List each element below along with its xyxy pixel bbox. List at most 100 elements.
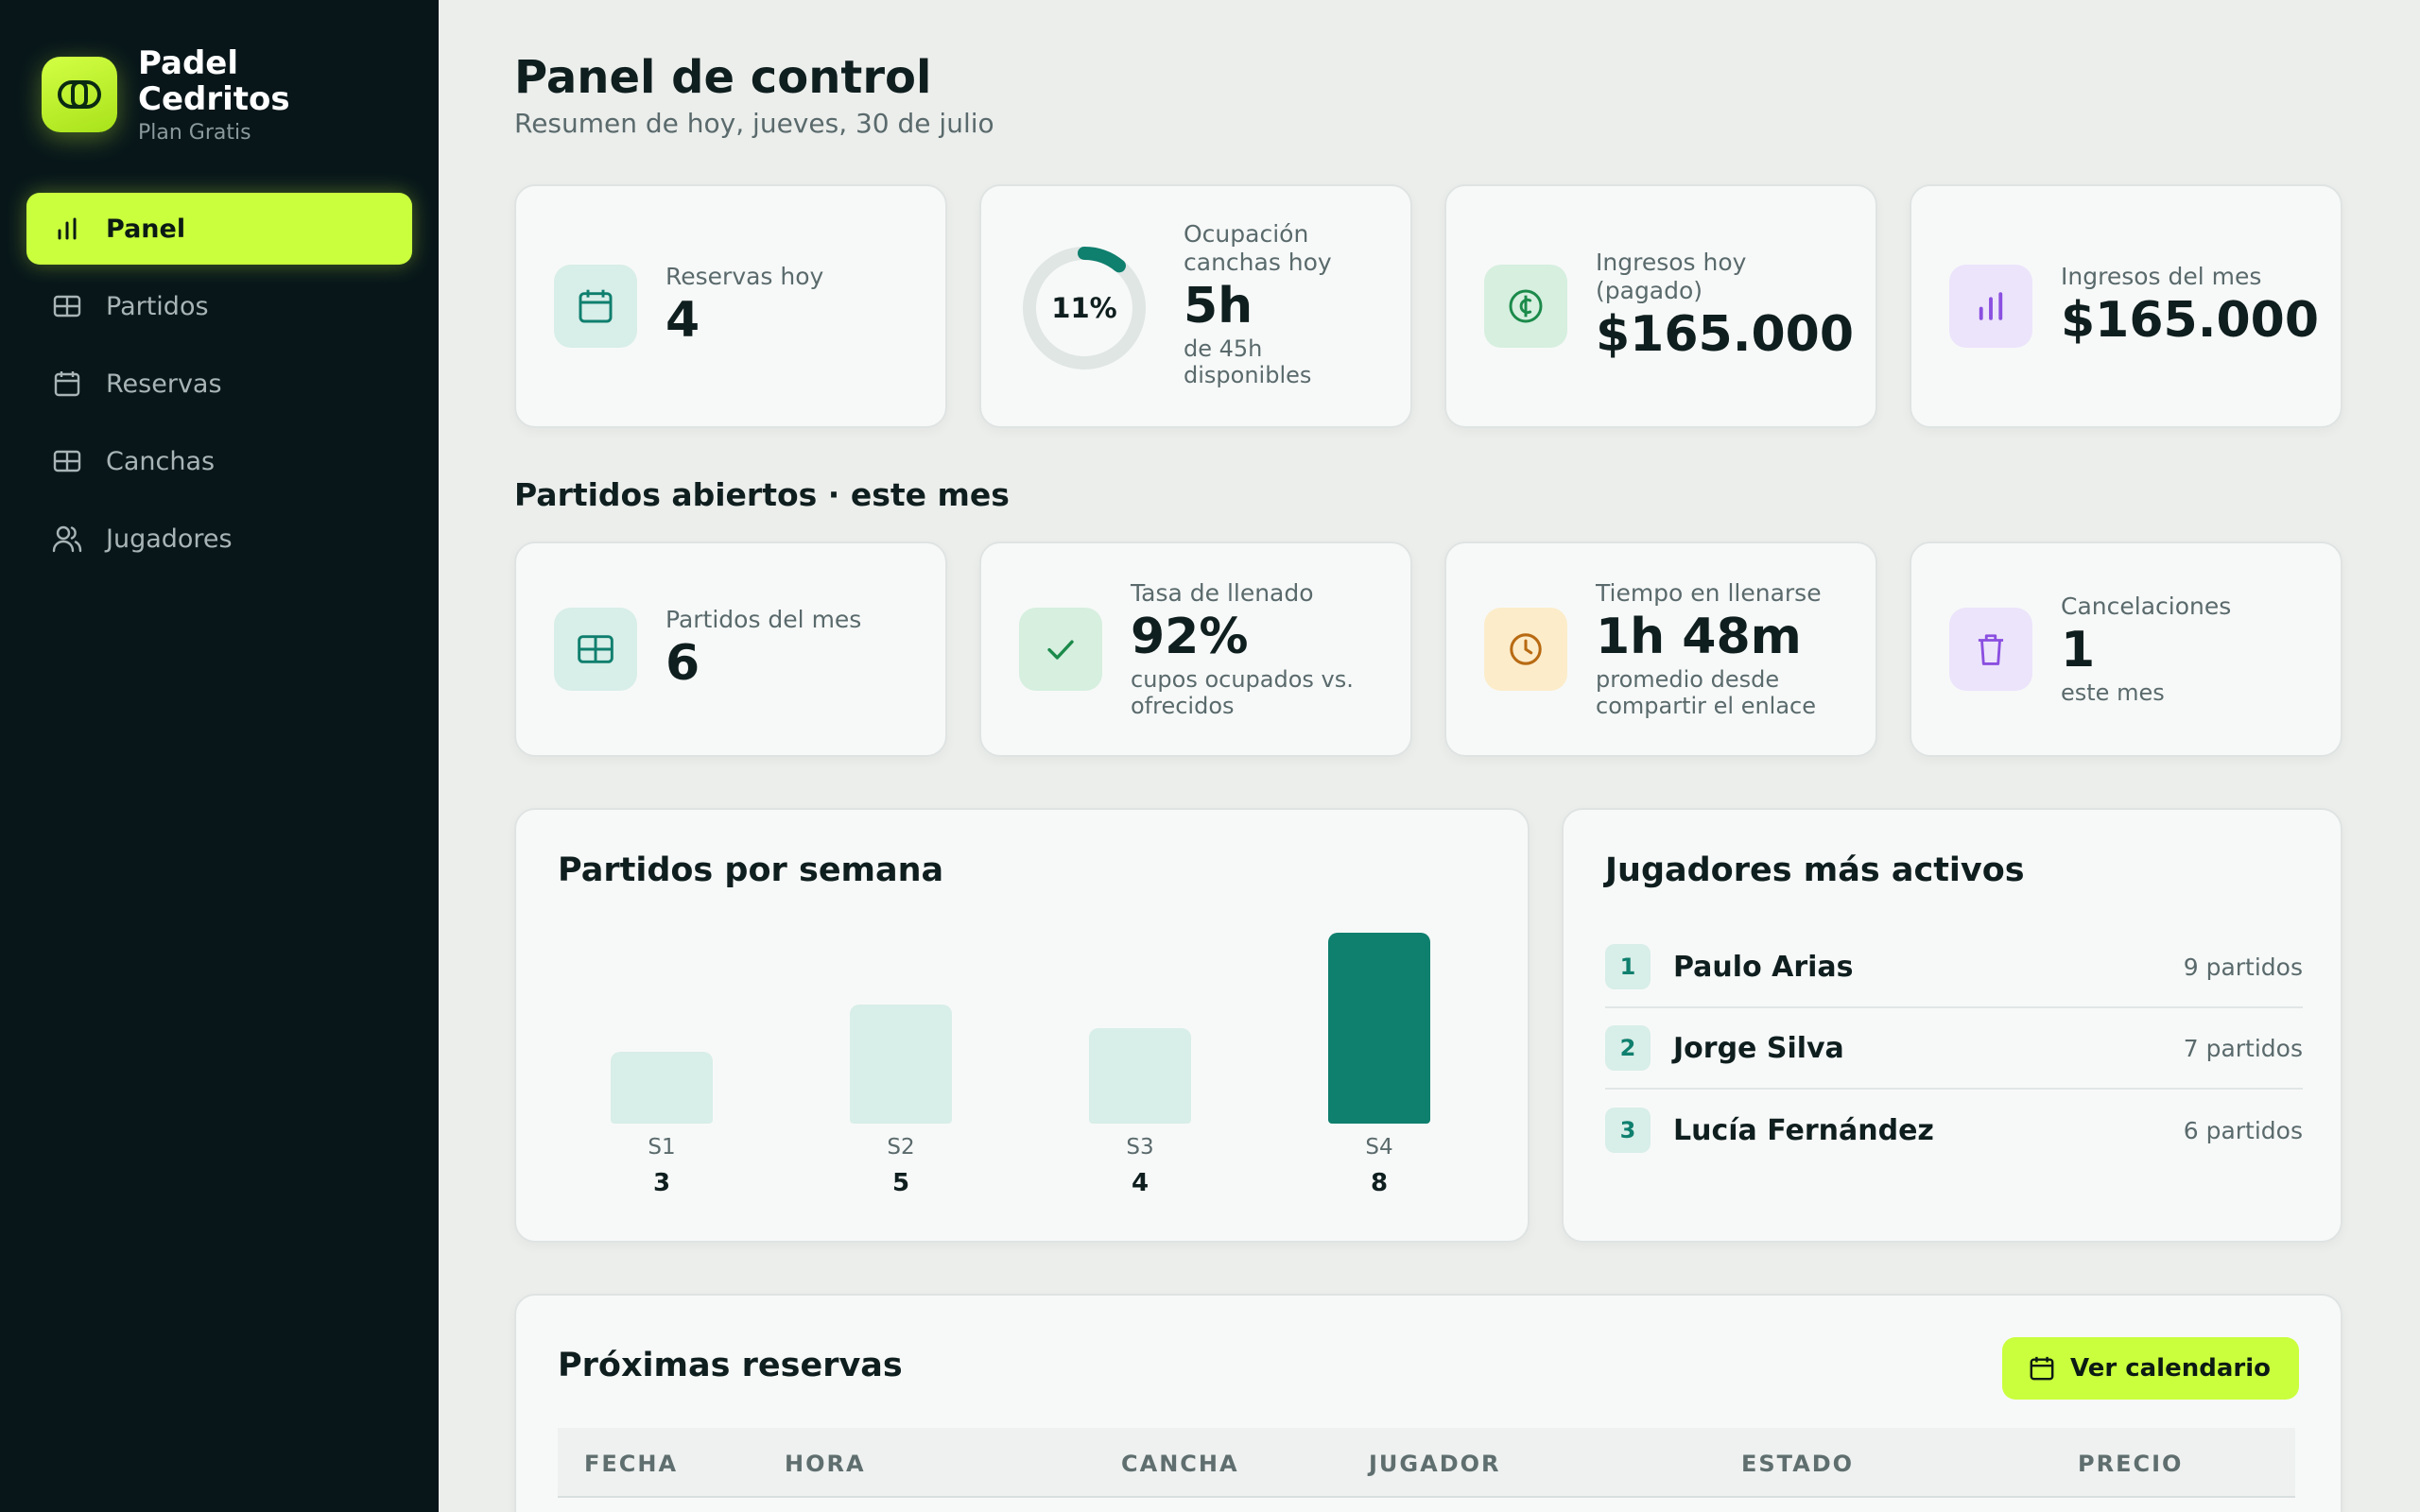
kpi-label: Reservas hoy — [666, 263, 824, 290]
sidebar-item-canchas[interactable]: Canchas — [26, 425, 412, 497]
page-subtitle: Resumen de hoy, jueves, 30 de julio — [514, 108, 994, 139]
kpi-sub: promedio desde compartir el enlace — [1596, 666, 1817, 719]
kpi-value: 6 — [666, 635, 700, 692]
rank-badge: 3 — [1605, 1108, 1651, 1153]
column-header[interactable]: FECHA — [584, 1451, 679, 1477]
sidebar-item-label: Partidos — [106, 291, 209, 321]
kpi-ocupacion: 11% Ocupación canchas hoy 5h de 45h disp… — [979, 184, 1412, 428]
court-icon — [51, 445, 83, 477]
sidebar-item-partidos[interactable]: Partidos — [26, 270, 412, 342]
list-item[interactable]: 3 Lucía Fernández 6 partidos — [1605, 1090, 2303, 1171]
kpi-value: 5h — [1184, 278, 1253, 335]
bar-category-label: S4 — [1365, 1135, 1393, 1160]
kpi-label: Ingresos hoy (pagado) — [1596, 249, 1747, 304]
column-header[interactable]: PRECIO — [2078, 1451, 2184, 1477]
main-content: Panel de control Resumen de hoy, jueves,… — [439, 0, 2420, 1512]
player-count: 9 partidos — [2183, 953, 2303, 981]
calendar-icon — [554, 265, 637, 348]
bar-value-label: 3 — [652, 1169, 671, 1197]
brand-logo-icon — [42, 57, 117, 132]
bar-s2[interactable] — [850, 1005, 952, 1124]
kpi-sub: de 45h disponibles — [1184, 335, 1312, 388]
kpi-reservas-hoy: Reservas hoy 4 — [514, 184, 947, 428]
bar-s1[interactable] — [611, 1052, 713, 1124]
player-name: Lucía Fernández — [1673, 1113, 1934, 1147]
kpi-value: 4 — [666, 292, 700, 349]
sidebar-item-reservas[interactable]: Reservas — [26, 348, 412, 420]
kpi-label: Tasa de llenado — [1131, 579, 1314, 607]
bar-category-label: S2 — [887, 1135, 915, 1160]
occupancy-ring: 11% — [1019, 243, 1150, 373]
button-label: Ver calendario — [2070, 1354, 2271, 1383]
check-icon — [1019, 608, 1102, 691]
kpi-value: 1h 48m — [1596, 609, 1802, 665]
sidebar-item-label: Panel — [106, 214, 186, 244]
kpi-tasa-llenado: Tasa de llenado 92% cupos ocupados vs. o… — [979, 541, 1412, 757]
kpi-label: Ocupación canchas hoy — [1184, 220, 1332, 276]
kpi-label: Partidos del mes — [666, 606, 862, 633]
bar-category-label: S3 — [1126, 1135, 1154, 1160]
panel-title: Jugadores más activos — [1605, 851, 2025, 889]
list-item[interactable]: 2 Jorge Silva 7 partidos — [1605, 1008, 2303, 1090]
plan-badge: Plan Gratis — [138, 121, 251, 145]
sidebar-item-label: Reservas — [106, 369, 222, 399]
bar-value-label: 8 — [1370, 1169, 1389, 1197]
sidebar: Padel Cedritos Plan Gratis Panel Partido… — [0, 0, 439, 1512]
sidebar-nav: Panel Partidos Reservas Canchas Jugadore… — [26, 193, 412, 580]
kpi-value: $165.000 — [1596, 306, 1855, 363]
occupancy-percent: 11% — [1051, 292, 1117, 324]
kpi-label: Ingresos del mes — [2061, 263, 2262, 290]
court-icon — [554, 608, 637, 691]
coin-icon — [1484, 265, 1567, 348]
column-header[interactable]: JUGADOR — [1369, 1451, 1501, 1477]
court-icon — [51, 290, 83, 322]
sidebar-item-jugadores[interactable]: Jugadores — [26, 503, 412, 575]
table-header: FECHA HORA CANCHA JUGADOR ESTADO PRECIO — [558, 1428, 2295, 1498]
rank-badge: 2 — [1605, 1025, 1651, 1071]
bar-s3[interactable] — [1089, 1028, 1191, 1124]
player-name: Paulo Arias — [1673, 950, 1854, 984]
sidebar-item-label: Canchas — [106, 446, 216, 476]
clock-icon — [1484, 608, 1567, 691]
view-calendar-button[interactable]: Ver calendario — [2002, 1337, 2299, 1400]
kpi-label: Cancelaciones — [2061, 593, 2232, 620]
bar-s4[interactable] — [1328, 933, 1430, 1124]
kpi-partidos-mes: Partidos del mes 6 — [514, 541, 947, 757]
column-header[interactable]: HORA — [785, 1451, 866, 1477]
kpi-value: 92% — [1131, 609, 1249, 665]
brand[interactable]: Padel Cedritos Plan Gratis — [42, 45, 327, 145]
panel-title: Próximas reservas — [558, 1347, 903, 1384]
bar-category-label: S1 — [648, 1135, 676, 1160]
kpi-sub: cupos ocupados vs. ofrecidos — [1131, 666, 1354, 719]
column-header[interactable]: ESTADO — [1741, 1451, 1855, 1477]
kpi-sub: este mes — [2061, 679, 2165, 706]
bar-value-label: 4 — [1131, 1169, 1150, 1197]
player-count: 7 partidos — [2183, 1034, 2303, 1062]
calendar-icon — [2029, 1355, 2055, 1382]
bar-value-label: 5 — [891, 1169, 910, 1197]
bar-chart-icon — [51, 213, 83, 245]
panel-title: Partidos por semana — [558, 851, 944, 889]
column-header[interactable]: CANCHA — [1121, 1451, 1239, 1477]
kpi-tiempo-llenarse: Tiempo en llenarse 1h 48m promedio desde… — [1444, 541, 1877, 757]
kpi-value: 1 — [2061, 622, 2096, 679]
page-title: Panel de control — [514, 51, 932, 104]
sidebar-item-panel[interactable]: Panel — [26, 193, 412, 265]
trash-icon — [1949, 608, 2032, 691]
kpi-ingresos-mes: Ingresos del mes $165.000 — [1910, 184, 2342, 428]
kpi-cancelaciones: Cancelaciones 1 este mes — [1910, 541, 2342, 757]
kpi-value: $165.000 — [2061, 292, 2320, 349]
list-item[interactable]: 1 Paulo Arias 9 partidos — [1605, 927, 2303, 1008]
bar-chart-icon — [1949, 265, 2032, 348]
section-title-open-matches: Partidos abiertos · este mes — [514, 476, 1010, 513]
player-count: 6 partidos — [2183, 1116, 2303, 1144]
calendar-icon — [51, 368, 83, 400]
weekly-matches-panel: Partidos por semana S1 3 S2 5 S3 4 S4 8 — [514, 808, 1530, 1243]
upcoming-bookings-panel: Próximas reservas Ver calendario FECHA H… — [514, 1294, 2342, 1512]
rank-badge: 1 — [1605, 944, 1651, 989]
player-name: Jorge Silva — [1673, 1031, 1844, 1065]
kpi-ingresos-hoy: Ingresos hoy (pagado) $165.000 — [1444, 184, 1877, 428]
brand-name: Padel Cedritos — [138, 44, 290, 118]
users-icon — [51, 523, 83, 555]
bar-chart: S1 3 S2 5 S3 4 S4 8 — [516, 810, 1528, 1241]
